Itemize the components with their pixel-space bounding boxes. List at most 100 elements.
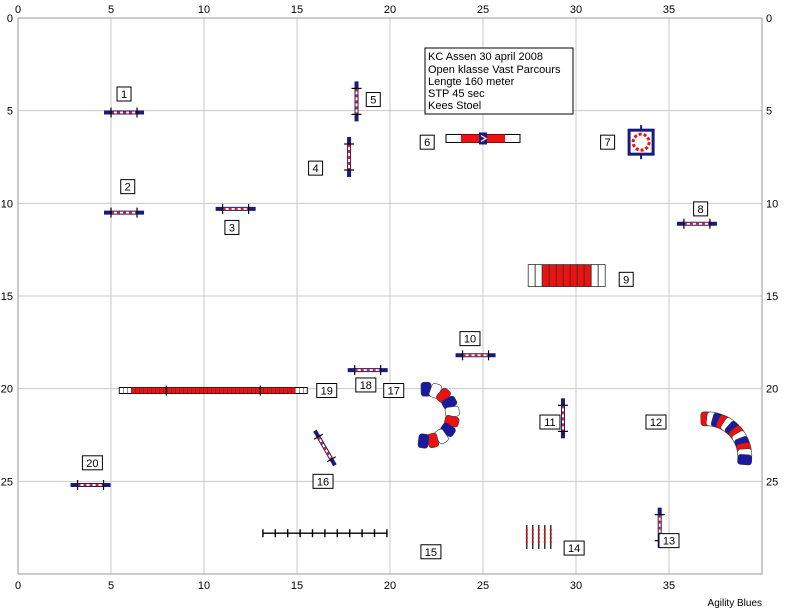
obstacle-14 [525, 524, 552, 549]
svg-text:8: 8 [698, 204, 704, 216]
y-tick-right: 0 [766, 13, 772, 25]
y-tick-left: 20 [1, 384, 13, 396]
obstacle-9 [527, 264, 606, 288]
svg-text:15: 15 [425, 547, 437, 559]
obstacle-10 [455, 350, 496, 361]
svg-text:16: 16 [317, 476, 329, 488]
info-line-3: Lengte 160 meter [428, 76, 515, 88]
label-12: 12 [645, 414, 667, 430]
label-15: 15 [420, 544, 442, 560]
svg-text:10: 10 [464, 334, 476, 346]
svg-text:18: 18 [360, 380, 372, 392]
obstacle-3 [215, 203, 256, 214]
svg-text:1: 1 [121, 89, 127, 101]
svg-text:14: 14 [568, 543, 580, 555]
label-1: 1 [116, 86, 132, 102]
obstacle-15 [262, 529, 388, 538]
x-tick-bottom: 0 [15, 580, 21, 592]
x-tick-top: 5 [108, 4, 114, 16]
obstacle-20 [70, 480, 111, 491]
info-line-5: Kees Stoel [428, 100, 481, 112]
label-13: 13 [658, 533, 680, 549]
obstacle-5 [351, 81, 362, 122]
x-tick-top: 10 [198, 4, 210, 16]
x-tick-bottom: 5 [108, 580, 114, 592]
course-info-box: KC Assen 30 april 2008 Open klasse Vast … [424, 47, 574, 115]
svg-text:4: 4 [313, 163, 319, 175]
svg-text:17: 17 [388, 386, 400, 398]
info-line-4: STP 45 sec [428, 88, 485, 100]
obstacle-4 [344, 137, 355, 177]
y-tick-left: 25 [1, 476, 13, 488]
y-tick-right: 10 [766, 198, 778, 210]
label-17: 17 [383, 383, 405, 399]
x-tick-bottom: 10 [198, 580, 210, 592]
svg-text:13: 13 [663, 536, 675, 548]
x-tick-bottom: 30 [570, 580, 582, 592]
info-line-1: KC Assen 30 april 2008 [428, 51, 543, 63]
y-tick-right: 25 [766, 476, 778, 488]
x-tick-top: 30 [570, 4, 582, 16]
label-10: 10 [459, 331, 481, 347]
x-tick-bottom: 25 [477, 580, 489, 592]
obstacle-18 [347, 365, 388, 376]
label-11: 11 [539, 414, 561, 430]
obstacle-7 [627, 125, 655, 160]
x-tick-top: 20 [384, 4, 396, 16]
info-line-2: Open klasse Vast Parcours [428, 64, 561, 76]
obstacle-6 [445, 132, 521, 145]
label-20: 20 [81, 455, 103, 471]
x-tick-bottom: 20 [384, 580, 396, 592]
label-9: 9 [618, 271, 634, 287]
label-7: 7 [600, 134, 616, 150]
svg-text:12: 12 [650, 417, 662, 429]
svg-text:19: 19 [321, 386, 333, 398]
y-tick-right: 20 [766, 384, 778, 396]
info-box-frame [424, 47, 574, 115]
obstacle-17 [417, 381, 460, 449]
obstacles [70, 81, 753, 549]
svg-text:5: 5 [370, 95, 376, 107]
x-tick-bottom: 35 [663, 580, 675, 592]
y-tick-left: 15 [1, 291, 13, 303]
obstacle-8 [676, 218, 717, 229]
x-tick-top: 0 [15, 4, 21, 16]
obstacle-1 [104, 107, 145, 118]
obstacle-2 [104, 207, 145, 218]
svg-text:9: 9 [623, 274, 629, 286]
label-3: 3 [224, 219, 240, 235]
svg-text:3: 3 [229, 222, 235, 234]
y-tick-right: 15 [766, 291, 778, 303]
y-tick-left: 0 [7, 13, 13, 25]
footer-credit: Agility Blues [708, 598, 762, 609]
svg-text:2: 2 [125, 182, 131, 194]
svg-text:6: 6 [424, 137, 430, 149]
label-14: 14 [563, 540, 585, 556]
x-tick-top: 35 [663, 4, 675, 16]
svg-text:20: 20 [86, 458, 98, 470]
label-5: 5 [365, 92, 381, 108]
obstacle-16 [313, 429, 337, 467]
svg-text:11: 11 [544, 417, 555, 429]
label-18: 18 [355, 377, 377, 393]
plot-frame [17, 17, 763, 575]
svg-text:7: 7 [605, 137, 611, 149]
label-19: 19 [316, 383, 338, 399]
y-tick-right: 5 [766, 106, 772, 118]
y-tick-left: 10 [1, 198, 13, 210]
x-tick-top: 25 [477, 4, 489, 16]
obstacle-11 [557, 398, 568, 439]
obstacle-12 [700, 411, 753, 466]
label-8: 8 [693, 201, 709, 217]
obstacle-19 [118, 385, 308, 396]
x-tick-bottom: 15 [291, 580, 303, 592]
label-2: 2 [120, 179, 136, 195]
label-16: 16 [312, 473, 334, 489]
label-4: 4 [308, 160, 324, 176]
y-tick-left: 5 [7, 106, 13, 118]
label-6: 6 [419, 134, 435, 150]
x-tick-top: 15 [291, 4, 303, 16]
